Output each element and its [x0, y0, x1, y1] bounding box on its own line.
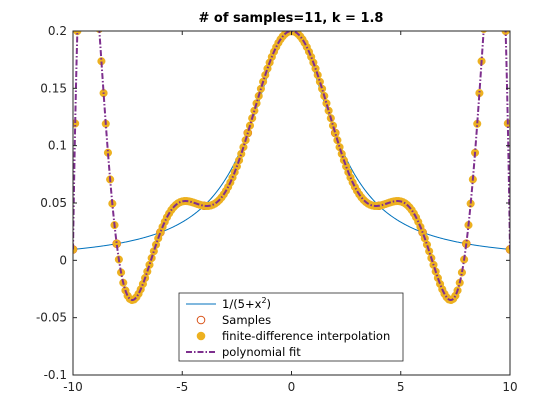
- interpolation-point: [322, 99, 331, 108]
- x-tick-label: 5: [397, 380, 405, 394]
- legend-swatch-samples: [196, 315, 206, 325]
- y-tick-label: -0.1: [44, 368, 67, 382]
- x-tick-label: 10: [502, 380, 517, 394]
- legend: 1/(5+x2) Samples finite-difference inter…: [178, 292, 404, 362]
- legend-label-polyfit: polynomial fit: [222, 345, 301, 359]
- legend-label-samples: Samples: [222, 313, 271, 327]
- legend-box: [178, 292, 404, 362]
- y-tick-label: -0.05: [36, 311, 67, 325]
- y-tick-label: 0: [59, 253, 67, 267]
- legend-swatch-interpolation: [196, 331, 206, 341]
- series-runge-line: [73, 31, 510, 250]
- chart-title: # of samples=11, k = 1.8: [199, 11, 384, 26]
- legend-runge-tail: ): [267, 297, 272, 311]
- x-tick-label: -5: [176, 380, 188, 394]
- series-layer: [73, 31, 510, 305]
- legend-runge-base: 1/(5+x: [222, 297, 262, 311]
- y-tick-label: 0.1: [48, 139, 67, 153]
- x-tick-label: 0: [288, 380, 296, 394]
- x-tick-label: -10: [63, 380, 83, 394]
- y-tick-label: 0.05: [40, 196, 67, 210]
- legend-label-interpolation: finite-difference interpolation: [222, 329, 390, 343]
- y-tick-label: 0.15: [40, 81, 67, 95]
- legend-runge-sup: 2: [261, 296, 266, 305]
- legend-label-runge: 1/(5+x2): [222, 296, 271, 311]
- series-polyfit-line: [73, 31, 510, 302]
- interpolation-point: [328, 121, 338, 130]
- y-tick-label: 0.2: [48, 24, 67, 38]
- interpolation-point: [324, 106, 333, 115]
- ticks-layer: -10 -5 0 5 10 -0.1 -0.05 0 0.05 0.1 0.15 0.2: [36, 24, 518, 394]
